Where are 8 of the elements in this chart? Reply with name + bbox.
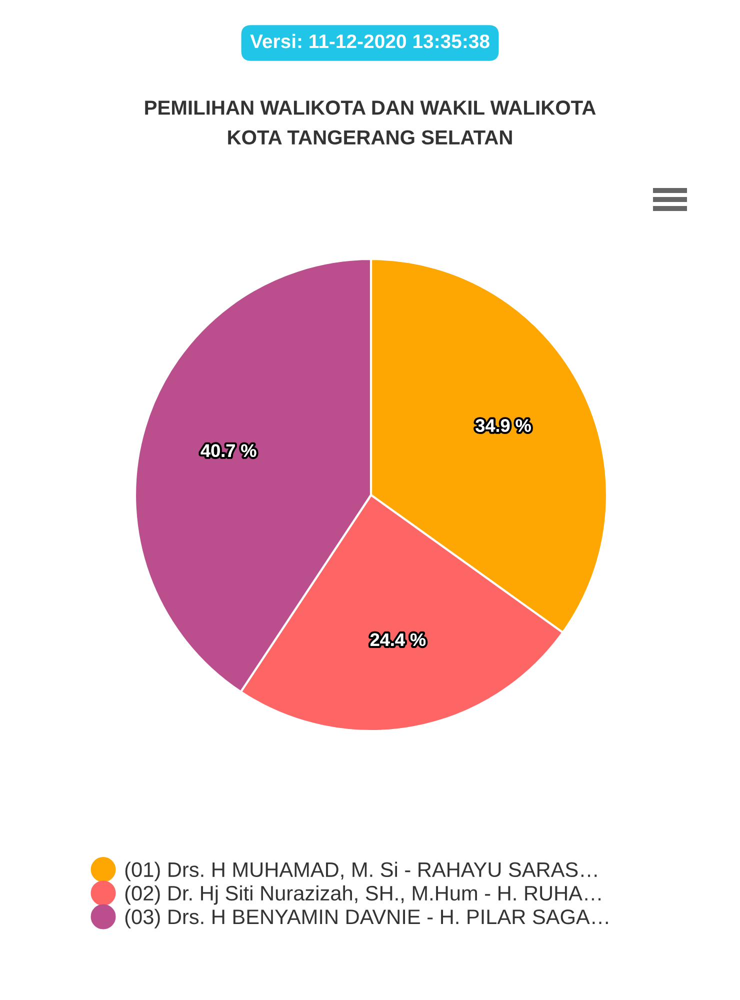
data-label: 34.9 %: [476, 419, 531, 432]
chart-title: PEMILIHAN WALIKOTA DAN WAKIL WALIKOTA KOTA TANGERANG SELATAN: [145, 100, 596, 145]
legend-label: (02) Dr. Hj Siti Nurazizah, SH., M.Hum - H. RUHA…: [125, 885, 600, 905]
text: Versi: 11-12-2020 13:35:38: [250, 34, 490, 48]
data-label: 40.7 %: [200, 444, 256, 458]
data-label: 24.4 %: [370, 633, 426, 646]
legend-label: (03) Drs. H BENYAMIN DAVNIE - H. PILAR SAGA…: [125, 908, 608, 928]
legend-label: (01) Drs. H MUHAMAD, M. Si - RAHAYU SARAS…: [125, 862, 597, 882]
